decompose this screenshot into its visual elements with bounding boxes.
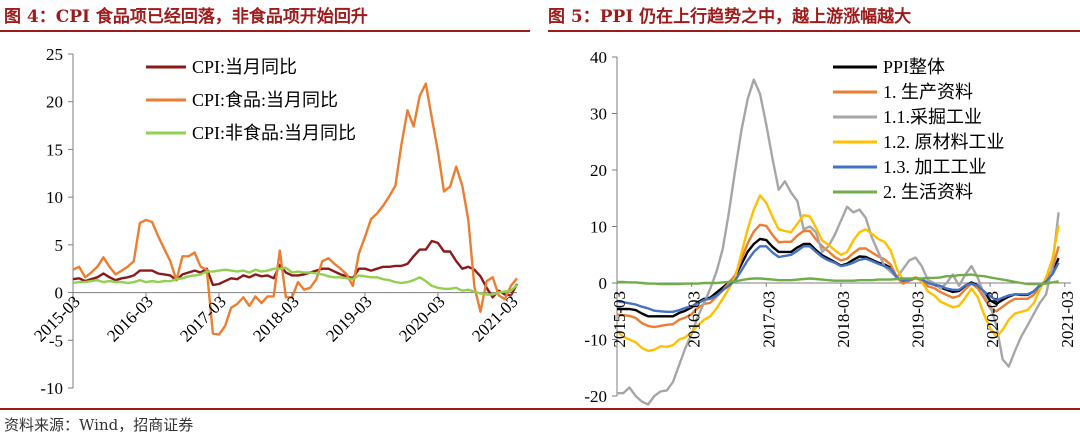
x-tick-label-1: 2020-03 bbox=[983, 291, 1002, 348]
y-tick-label-1: 20 bbox=[590, 161, 607, 180]
legend-label-1-4: 1.3. 加工工业 bbox=[883, 157, 987, 177]
legend-label-1-3: 1.2. 原材料工业 bbox=[883, 132, 1005, 152]
series-line-0-0 bbox=[72, 239, 519, 299]
legend-label-1-0: PPI整体 bbox=[883, 57, 945, 77]
left-chart-title: 图 4：CPI 食品项已经回落，非食品项开始回升 bbox=[4, 7, 368, 27]
y-tick-label-0: 15 bbox=[46, 140, 63, 159]
x-tick-label-1: 2021-03 bbox=[1058, 291, 1077, 348]
x-tick-label-1: 2016-03 bbox=[685, 291, 704, 348]
y-tick-label-1: 0 bbox=[599, 274, 608, 293]
x-tick-label-1: 2015-03 bbox=[610, 291, 629, 348]
ppi-line-chart: -20 -10 0 10 20 30 40 2015-03 2016-03 2017-03 2018… bbox=[584, 48, 1077, 406]
y-tick-label-0: -10 bbox=[40, 379, 63, 398]
series-line-1-1 bbox=[616, 223, 1060, 329]
y-tick-label-1: 30 bbox=[590, 105, 607, 124]
series-line-1-2 bbox=[617, 78, 1060, 406]
y-tick-label-1: -10 bbox=[584, 331, 607, 350]
source-note: 资料来源：Wind，招商证券 bbox=[4, 416, 194, 434]
y-tick-label-0: 10 bbox=[46, 188, 63, 207]
footer-rule bbox=[0, 408, 1080, 410]
y-tick-label-0: 20 bbox=[46, 93, 63, 112]
left-title-rule bbox=[0, 30, 530, 32]
legend-label-0-2: CPI:非食品:当月同比 bbox=[192, 123, 356, 143]
series-line-1-5 bbox=[617, 273, 1059, 286]
legend-label-0-1: CPI:食品:当月同比 bbox=[192, 90, 338, 110]
legend-label-0-0: CPI:当月同比 bbox=[192, 57, 297, 77]
series-line-1-4 bbox=[616, 245, 1060, 313]
x-tick-label-1: 2019-03 bbox=[909, 291, 928, 348]
right-chart-title: 图 5：PPI 仍在上行趋势之中，越上游涨幅越大 bbox=[548, 7, 912, 27]
right-title-rule bbox=[548, 30, 1080, 32]
series-line-0-2 bbox=[72, 266, 518, 296]
y-tick-label-0: -5 bbox=[49, 331, 63, 350]
legend-label-1-2: 1.1.采掘工业 bbox=[883, 107, 982, 127]
y-tick-label-1: 10 bbox=[590, 218, 607, 237]
legend-label-1-5: 2. 生活资料 bbox=[883, 182, 973, 202]
y-tick-label-1: 40 bbox=[590, 48, 607, 67]
y-tick-label-0: 25 bbox=[46, 45, 63, 64]
series-line-1-3 bbox=[616, 194, 1060, 352]
y-tick-label-1: -20 bbox=[584, 387, 607, 406]
y-tick-label-0: 0 bbox=[55, 284, 64, 303]
series-line-0-1 bbox=[72, 82, 518, 336]
x-tick-label-1: 2017-03 bbox=[759, 291, 778, 348]
legend-label-1-1: 1. 生产资料 bbox=[883, 82, 973, 102]
y-tick-label-0: 5 bbox=[55, 236, 64, 255]
x-tick-label-1: 2018-03 bbox=[834, 291, 853, 348]
